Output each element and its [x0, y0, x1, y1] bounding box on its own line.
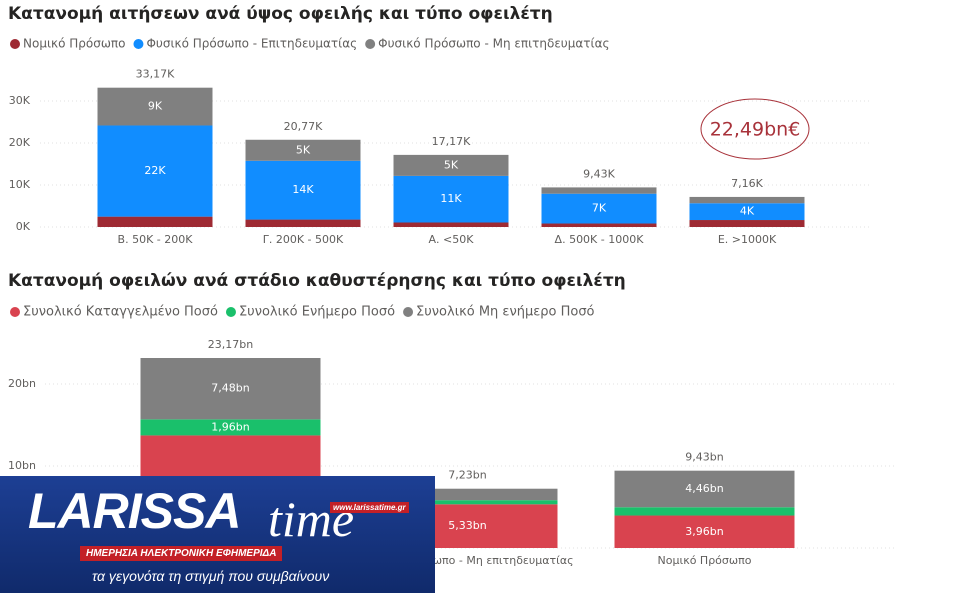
legend-marker — [10, 307, 20, 317]
legend-marker — [10, 39, 20, 49]
x-tick-label: Β. 50K - 200K — [118, 233, 194, 246]
value-label: 5K — [296, 143, 311, 156]
logo: LARISSA time www.larissatime.gr ΗΜΕΡΗΣΙΑ… — [0, 476, 435, 593]
bar-segment — [393, 222, 509, 227]
total-label: 7,23bn — [448, 469, 486, 482]
total-label: 23,17bn — [208, 338, 253, 351]
x-tick-label: Δ. 500K - 1000K — [555, 233, 645, 246]
bar-segment — [393, 154, 509, 176]
logo-subtitle: ΗΜΕΡΗΣΙΑ ΗΛΕΚΤΡΟΝΙΚΗ ΕΦΗΜΕΡΙΔΑ — [80, 546, 283, 561]
value-label: 14K — [292, 183, 314, 196]
total-label: 17,17K — [432, 135, 471, 148]
bar-segment — [245, 139, 361, 161]
y-tick-label: 30K — [9, 94, 31, 107]
bar-segment — [377, 488, 558, 501]
bar-segment — [541, 193, 657, 224]
legend-marker — [365, 39, 376, 49]
bar-segment — [689, 203, 805, 221]
legend-label: Συνολικό Ενήμερο Ποσό — [239, 305, 395, 320]
logo-name: LARISSA — [28, 483, 241, 539]
bar-segment — [245, 160, 361, 220]
bar-segment — [614, 515, 795, 548]
value-label: 9K — [148, 100, 163, 113]
x-tick-label: Νομικό Πρόσωπο — [658, 554, 752, 567]
legend-marker — [403, 307, 414, 317]
annotation: 22,49bn€ — [710, 119, 801, 141]
value-label: 5,33bn — [448, 519, 486, 532]
bar-segment — [97, 87, 213, 126]
legend-marker — [133, 39, 144, 49]
value-label: 11K — [440, 192, 462, 205]
chart-title: Κατανομή οφειλών ανά στάδιο καθυστέρησης… — [8, 271, 626, 291]
x-tick-label: Ε. >1000K — [718, 233, 777, 246]
bar-segment — [689, 220, 805, 227]
total-label: 20,77K — [284, 120, 323, 133]
legend-label: Συνολικό Καταγγελμένο Ποσό — [23, 305, 218, 320]
bar-segment — [541, 187, 657, 194]
bar-segment — [245, 219, 361, 227]
logo-url: www.larissatime.gr — [330, 502, 409, 513]
legend-label: Φυσικό Πρόσωπο - Μη επιτηδευματίας — [378, 37, 609, 51]
legend-marker — [225, 307, 236, 317]
chart-title: Κατανομή αιτήσεων ανά ύψος οφειλής και τ… — [8, 4, 553, 24]
y-tick-label: 10K — [9, 178, 31, 191]
annotation-ellipse — [700, 98, 810, 160]
logo-slogan: τα γεγονότα τη στιγμή που συμβαίνουν — [92, 568, 330, 584]
value-label: 3,96bn — [685, 525, 723, 538]
x-tick-label: Α. <50K — [429, 233, 475, 246]
bar-segment — [140, 419, 321, 436]
value-label: 7,48bn — [211, 382, 249, 395]
value-label: 1,96bn — [211, 420, 249, 433]
total-label: 9,43K — [583, 167, 615, 180]
bar-segment — [393, 175, 509, 223]
value-label: 7K — [592, 202, 607, 215]
bar-segment — [97, 125, 213, 217]
bar-segment — [689, 196, 805, 204]
total-label: 9,43bn — [685, 451, 723, 464]
y-tick-label: 20bn — [8, 377, 36, 390]
y-tick-label: 10bn — [8, 459, 36, 472]
value-label: 4K — [740, 205, 755, 218]
y-tick-label: 0K — [16, 220, 31, 233]
y-tick-label: 20K — [9, 136, 31, 149]
bar-segment — [614, 470, 795, 508]
legend-label: Φυσικό Πρόσωπο - Επιτηδευματίας — [146, 37, 357, 51]
bar-segment — [541, 223, 657, 227]
total-label: 7,16K — [731, 177, 763, 190]
x-tick-label: Γ. 200K - 500K — [263, 233, 344, 246]
logo-name2: time — [268, 491, 355, 547]
value-label: 4,46bn — [685, 482, 723, 495]
legend-label: Συνολικό Μη ενήμερο Ποσό — [416, 305, 595, 320]
value-label: 5K — [444, 158, 459, 171]
total-label: 33,17K — [136, 68, 175, 81]
legend-label: Νομικό Πρόσωπο — [23, 37, 125, 51]
bar-segment — [614, 507, 795, 516]
bar-segment — [97, 216, 213, 227]
bar-segment — [377, 500, 558, 505]
bar-segment — [140, 358, 321, 420]
value-label: 22K — [144, 164, 166, 177]
